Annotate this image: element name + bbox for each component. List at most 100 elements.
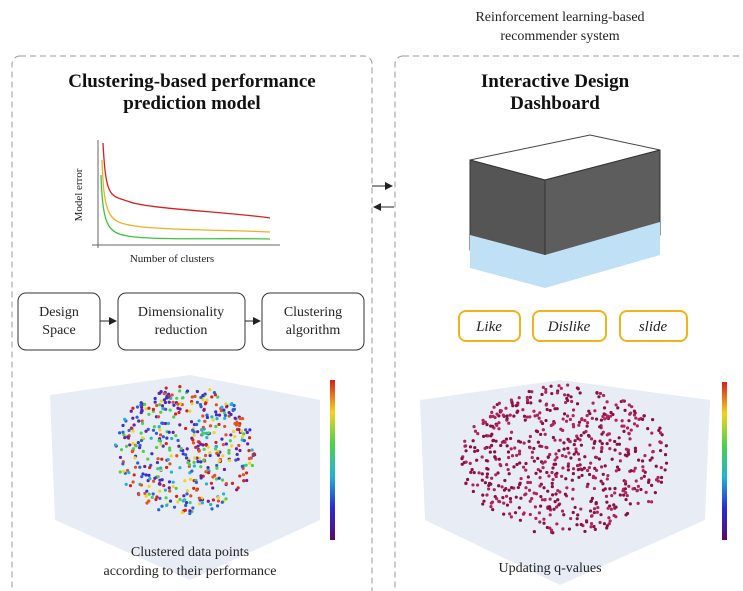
scatter-point (589, 525, 592, 528)
scatter-point (176, 439, 179, 442)
scatter-point (121, 431, 124, 434)
scatter-point (595, 502, 598, 505)
scatter-point (172, 481, 175, 484)
scatter-point (169, 409, 172, 412)
scatter-point (587, 410, 590, 413)
scatter-point (172, 415, 175, 418)
scatter-point (157, 508, 160, 511)
scatter-point (147, 413, 150, 416)
scatter-point (145, 495, 148, 498)
scatter-point (248, 428, 251, 431)
scatter-point (647, 479, 650, 482)
scatter-point (211, 486, 214, 489)
scatter-point (560, 475, 563, 478)
scatter-point (622, 430, 625, 433)
scatter-point (221, 478, 224, 481)
scatter-point (595, 469, 598, 472)
scatter-point (246, 442, 249, 445)
scatter-point (185, 492, 188, 495)
scatter-point (212, 498, 215, 501)
step-box (118, 293, 245, 350)
scatter-point (511, 402, 514, 405)
scatter-point (589, 509, 592, 512)
scatter-point (506, 414, 509, 417)
scatter-point (563, 412, 566, 415)
scatter-point (160, 390, 163, 393)
scatter-point (198, 497, 201, 500)
scatter-point (614, 515, 617, 518)
scatter-point (491, 508, 494, 511)
scatter-point (547, 455, 550, 458)
scatter-point (155, 446, 158, 449)
scatter-point (161, 422, 164, 425)
scatter-point (544, 388, 547, 391)
scatter-point (147, 485, 150, 488)
scatter-point (224, 433, 227, 436)
scatter-point (538, 444, 541, 447)
scatter-point (512, 415, 515, 418)
scatter-point (188, 410, 191, 413)
scatter-point (599, 392, 602, 395)
scatter-point (601, 415, 604, 418)
scatter-point (498, 458, 501, 461)
scatter-point (524, 462, 527, 465)
scatter-point (550, 392, 553, 395)
scatter-point (549, 513, 552, 516)
scatter-point (522, 513, 525, 516)
scatter-point (164, 496, 167, 499)
scatter-point (607, 432, 610, 435)
scatter-point (133, 423, 136, 426)
scatter-point (567, 394, 570, 397)
scatter-point (184, 427, 187, 430)
scatter-point (598, 439, 601, 442)
scatter-point (592, 525, 595, 528)
scatter-point (141, 422, 144, 425)
scatter-point (481, 479, 484, 482)
scatter-point (135, 444, 138, 447)
scatter-point (534, 517, 537, 520)
diagram: Reinforcement learning-based recommender… (0, 0, 743, 591)
scatter-point (482, 435, 485, 438)
scatter-point (551, 478, 554, 481)
scatter-point (214, 441, 217, 444)
scatter-point (161, 404, 164, 407)
scatter-point (209, 503, 212, 506)
scatter-point (585, 520, 588, 523)
scatter-point (247, 449, 250, 452)
scatter-point (205, 482, 208, 485)
scatter-point (238, 474, 241, 477)
scatter-point (186, 447, 189, 450)
scatter-point (193, 395, 196, 398)
scatter-point (502, 513, 505, 516)
scatter-point (542, 522, 545, 525)
scatter-point (215, 477, 218, 480)
scatter-point (647, 500, 650, 503)
scatter-point (162, 435, 165, 438)
scatter-point (231, 482, 234, 485)
scatter-point (541, 466, 544, 469)
scatter-point (237, 486, 240, 489)
scatter-point (141, 472, 144, 475)
scatter-point (605, 526, 608, 529)
scatter-point (606, 477, 609, 480)
scatter-point (138, 466, 141, 469)
scatter-point (609, 415, 612, 418)
scatter-point (159, 433, 162, 436)
scatter-point (181, 396, 184, 399)
scatter-point (207, 471, 210, 474)
scatter-point (162, 484, 165, 487)
scatter-point (481, 493, 484, 496)
scatter-point (651, 418, 654, 421)
scatter-point (168, 401, 171, 404)
scatter-point (144, 407, 147, 410)
scatter-point (201, 414, 204, 417)
scatter-point (595, 418, 598, 421)
scatter-point (508, 472, 511, 475)
scatter-point (538, 411, 541, 414)
scatter-point (131, 450, 134, 453)
scatter-point (213, 391, 216, 394)
scatter-point (527, 440, 530, 443)
scatter-point (460, 457, 463, 460)
scatter-point (577, 476, 580, 479)
scatter-point (561, 509, 564, 512)
